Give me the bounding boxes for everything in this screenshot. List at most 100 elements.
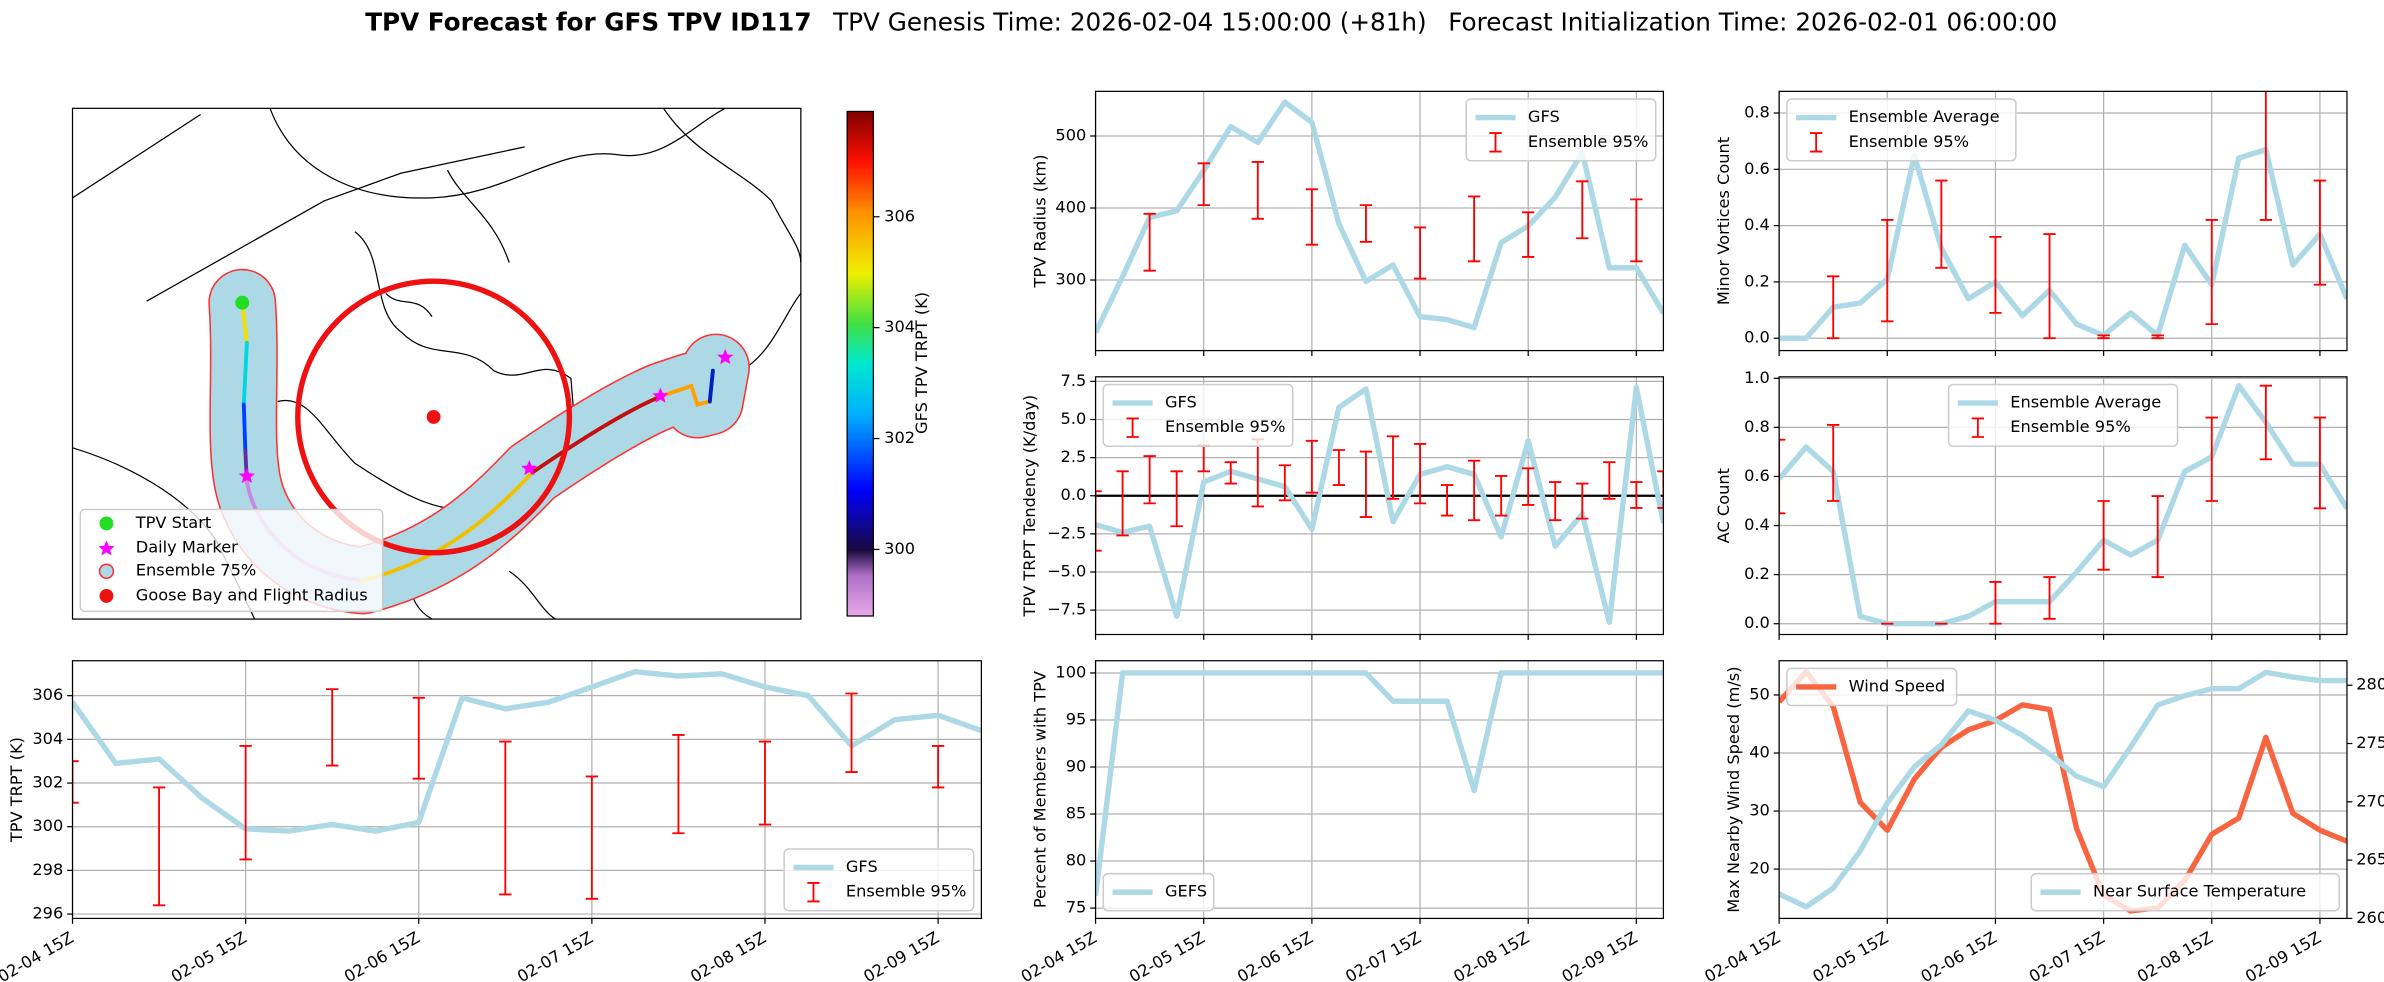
plot-content — [1779, 91, 2347, 341]
legend-swatch — [1809, 132, 1823, 153]
error-bar — [1413, 226, 1427, 280]
y-axis-label: Percent of Members with TPV — [1030, 671, 1049, 908]
error-bar — [1143, 455, 1156, 505]
error-bar — [1278, 464, 1292, 502]
series-line — [1095, 670, 1664, 897]
x-tick-label: 02-06 15Z — [341, 928, 423, 982]
error-bar — [1630, 198, 1643, 263]
y-tick-label: 80 — [1066, 851, 1087, 870]
error-bar — [1522, 467, 1535, 506]
y-axis-label: Minor Vortices Count — [1714, 137, 1733, 305]
y-tick-label: 306 — [32, 685, 63, 704]
track-segment — [530, 393, 666, 475]
error-bar — [1603, 461, 1616, 500]
legend-label: Ensemble Average — [2010, 393, 2161, 412]
panel: 02-04 15Z 02-05 15Z 02-06 15Z 02-07 15Z 02-0… — [1701, 660, 2384, 982]
x-tick-label: 02-05 15Z — [1809, 928, 1891, 982]
legend-box — [1786, 98, 2017, 162]
y-tick-label: 296 — [32, 904, 63, 923]
error-bar — [72, 760, 79, 804]
goose-bay — [426, 409, 441, 424]
plot-frame — [1778, 376, 2348, 636]
coast — [269, 108, 726, 199]
daily-marker — [652, 387, 669, 403]
legend-label: GFS — [1165, 393, 1197, 412]
legend-box — [1947, 383, 2179, 448]
error-bar — [1989, 581, 2002, 625]
series-line — [72, 668, 982, 834]
error-bar — [1224, 461, 1237, 485]
track-segment — [241, 340, 249, 407]
series-line — [1779, 669, 2347, 914]
series-line — [1095, 384, 1664, 625]
y-tick-label: 300 — [32, 816, 63, 835]
y-tick-label: 0.2 — [1744, 564, 1770, 583]
legend-label: Goose Bay and Flight Radius — [136, 585, 368, 604]
colorbar-tick-label: 300 — [884, 539, 915, 558]
legend-label: Near Surface Temperature — [2093, 882, 2306, 901]
boundary — [72, 113, 525, 302]
coast — [385, 169, 510, 317]
x-tick-label: 02-09 15Z — [860, 928, 942, 982]
y-tick-label: 0.6 — [1744, 159, 1770, 178]
legend-box — [1102, 383, 1294, 448]
y-axis-label: Max Nearby Wind Speed (m/s) — [1724, 666, 1743, 912]
y-tick-label: 500 — [1055, 125, 1086, 144]
y-tick-label: 302 — [32, 773, 63, 792]
legend-label: Ensemble 95% — [1528, 132, 1649, 151]
panel: 0.0 0.2 0.4 0.6 0.8 Minor Vortices Count Ensem… — [1714, 90, 2348, 356]
y-tick-label: 2.5 — [1061, 447, 1087, 466]
error-bar — [1522, 211, 1535, 258]
colorbar — [846, 110, 874, 617]
error-bar — [1251, 160, 1264, 220]
error-bar — [1359, 204, 1373, 243]
y-tick-label: 5.0 — [1061, 409, 1087, 428]
error-bar — [1657, 470, 1664, 509]
map-legend: TPV Start Daily Marker Ensemble 75% Goos… — [79, 508, 384, 613]
x-tick-label: 02-09 15Z — [1558, 928, 1640, 982]
map-panel: TPV Start Daily Marker Ensemble 75% Goos… — [71, 107, 931, 620]
error-bar — [2259, 91, 2273, 221]
error-bar — [1095, 490, 1102, 552]
error-bar — [2151, 334, 2164, 340]
error-bar — [1935, 179, 1948, 269]
error-bar — [2313, 416, 2327, 510]
daily-marker — [717, 349, 734, 365]
error-bar — [1305, 188, 1319, 246]
y-axis-label: TPV Radius (km) — [1030, 154, 1049, 288]
x-tick-label: 02-06 15Z — [1918, 928, 2000, 982]
legend-label: Ensemble 95% — [846, 882, 967, 901]
error-bar — [2205, 219, 2218, 326]
x-tick-label: 02-09 15Z — [2242, 928, 2324, 982]
error-bar — [1170, 470, 1183, 528]
legend-label: Ensemble 75% — [136, 561, 257, 580]
x-tick-label: 02-08 15Z — [1450, 928, 1532, 982]
legend-label: GEFS — [1165, 882, 1207, 901]
y-tick-label: −5.0 — [1047, 561, 1086, 580]
y2-tick-label: 260 — [2356, 908, 2384, 927]
legend-marker — [99, 516, 114, 531]
x-tick-label: 02-04 15Z — [1018, 928, 1100, 982]
map-frame — [71, 107, 802, 620]
x-tick-label: 02-04 15Z — [1701, 928, 1783, 982]
y-tick-label: 0.2 — [1744, 271, 1770, 290]
y2-tick-label: 280 — [2356, 675, 2384, 694]
plot-frame — [71, 660, 982, 920]
colorbar-label: GFS TPV TRPT (K) — [912, 292, 931, 434]
coast — [354, 231, 575, 417]
legend: Wind Speed — [1786, 667, 1958, 707]
error-bar — [1827, 275, 1840, 340]
coast — [662, 108, 801, 263]
colorbar-tick-label: 302 — [884, 428, 915, 447]
error-bar — [1197, 162, 1210, 207]
title-init: Forecast Initialization Time: 2026-02-01… — [1448, 7, 2057, 36]
series-line — [1779, 382, 2347, 627]
y-tick-label: 30 — [1749, 801, 1770, 820]
error-bar — [931, 744, 945, 789]
y-tick-label: −2.5 — [1047, 523, 1086, 542]
error-bar — [1779, 438, 1786, 515]
error-bar — [1630, 481, 1643, 509]
y-tick-label: 20 — [1749, 859, 1770, 878]
